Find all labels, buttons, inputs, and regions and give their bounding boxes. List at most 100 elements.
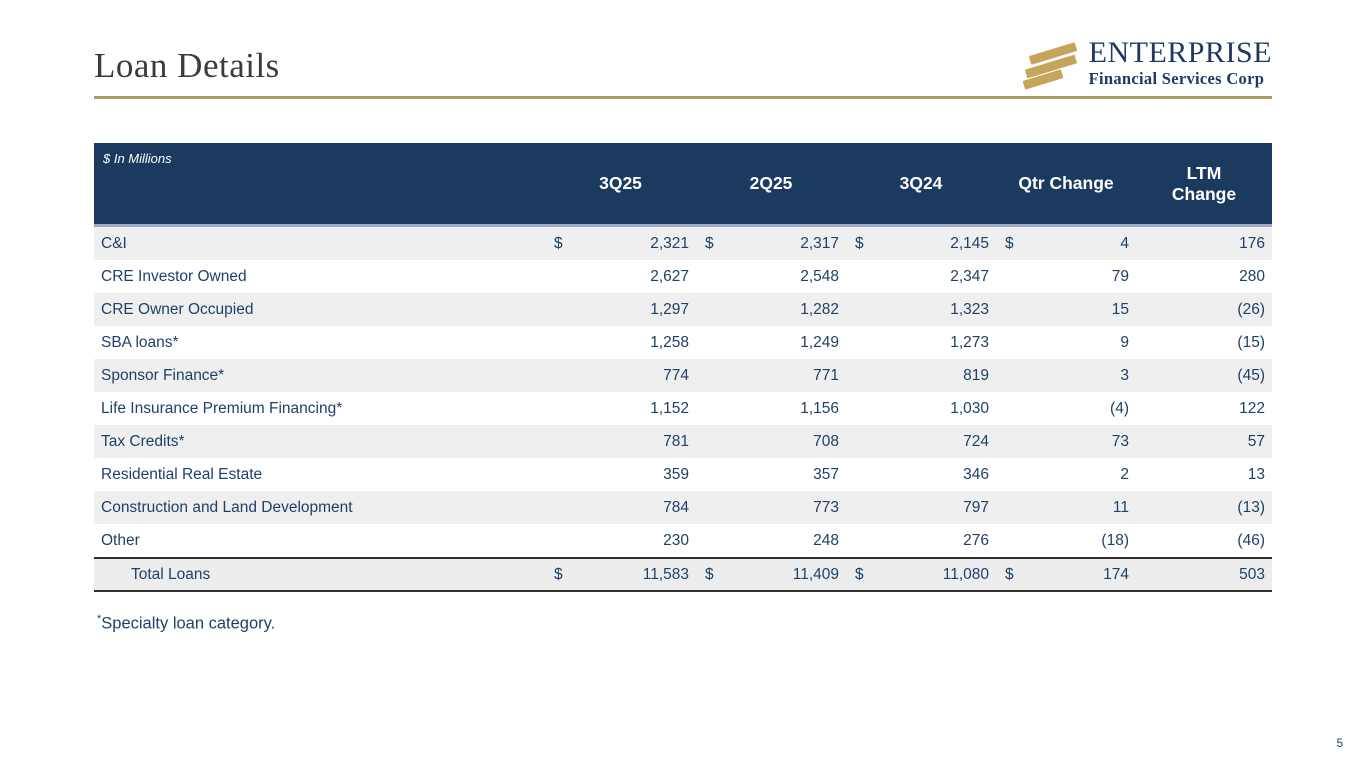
- cell-ltm-change: (45): [1237, 366, 1265, 384]
- cell-qtr-change: 15: [1111, 300, 1129, 318]
- cell-qtr-change: (4): [1110, 399, 1129, 417]
- cell-2q25: 1,282: [800, 300, 839, 318]
- table-header: $ In Millions 3Q25 2Q25 3Q24 Qtr Change …: [94, 143, 1272, 227]
- cell-3q24: 2,347: [950, 267, 989, 285]
- currency-symbol: $: [1005, 565, 1014, 583]
- cell-3q25: 784: [663, 498, 689, 516]
- cell-3q24: 724: [963, 432, 989, 450]
- logo-text: ENTERPRISE Financial Services Corp: [1089, 38, 1272, 88]
- total-3q24: $11,080: [855, 565, 989, 583]
- units-note: $ In Millions: [103, 151, 172, 166]
- cell-ltm-change: (46): [1237, 531, 1265, 549]
- cell-ltm-change: (26): [1237, 300, 1265, 318]
- footnote-text: Specialty loan category.: [101, 614, 276, 633]
- column-header-ltm-change: LTM Change: [1171, 163, 1237, 204]
- total-qtr-change: $174: [1005, 565, 1129, 583]
- row-label: Construction and Land Development: [101, 498, 353, 516]
- cell-3q24: 1,030: [950, 399, 989, 417]
- cell-2q25: 357: [813, 465, 839, 483]
- row-label: Life Insurance Premium Financing*: [101, 399, 343, 417]
- cell-ltm-change: 13: [1247, 465, 1265, 483]
- cell-ltm-change: 57: [1247, 432, 1265, 450]
- row-label: CRE Investor Owned: [101, 267, 247, 285]
- row-label: Sponsor Finance*: [101, 366, 225, 384]
- cell-2q25: 708: [813, 432, 839, 450]
- enterprise-logo-icon: [1022, 40, 1079, 92]
- title-divider-rule: [94, 96, 1272, 99]
- row-label: CRE Owner Occupied: [101, 300, 254, 318]
- cell-2q25: 1,156: [800, 399, 839, 417]
- cell-3q25: 774: [663, 366, 689, 384]
- table-row: Other 230 248 276 (18) (46): [94, 524, 1272, 557]
- row-label: Tax Credits*: [101, 432, 185, 450]
- table-row: C&I $2,321 $2,317 $2,145 $4 176: [94, 227, 1272, 260]
- currency-symbol: $: [855, 565, 864, 583]
- currency-symbol: $: [1005, 234, 1014, 252]
- cell-3q24: 819: [963, 366, 989, 384]
- column-header-qtr-change: Qtr Change: [1018, 173, 1114, 194]
- row-label: SBA loans*: [101, 333, 179, 351]
- cell-qtr-change: 73: [1111, 432, 1129, 450]
- table-row: Tax Credits* 781 708 724 73 57: [94, 425, 1272, 458]
- currency-symbol: $: [705, 565, 714, 583]
- logo-company-subtitle: Financial Services Corp: [1088, 69, 1265, 88]
- cell-qtr-change: 79: [1111, 267, 1129, 285]
- cell-2q25: 773: [813, 498, 839, 516]
- row-label: C&I: [101, 234, 127, 252]
- currency-symbol: $: [705, 234, 714, 252]
- cell-3q24: $2,145: [855, 234, 989, 252]
- table-row: Residential Real Estate 359 357 346 2 13: [94, 458, 1272, 491]
- cell-3q25: 1,297: [650, 300, 689, 318]
- cell-2q25: 1,249: [800, 333, 839, 351]
- total-2q25: $11,409: [705, 565, 839, 583]
- cell-qtr-change: 11: [1112, 498, 1129, 516]
- title-row: Loan Details ENTERPRISE Financial Servic…: [94, 38, 1272, 92]
- cell-qtr-change: 2: [1120, 465, 1129, 483]
- cell-qtr-change: 9: [1120, 333, 1129, 351]
- currency-symbol: $: [855, 234, 864, 252]
- cell-2q25: 2,548: [800, 267, 839, 285]
- cell-ltm-change: 122: [1239, 399, 1265, 417]
- cell-ltm-change: (13): [1237, 498, 1265, 516]
- header-row: 3Q25 2Q25 3Q24 Qtr Change LTM Change: [94, 143, 1272, 224]
- enterprise-logo: ENTERPRISE Financial Services Corp: [1022, 38, 1272, 92]
- cell-3q25: 781: [663, 432, 689, 450]
- logo-company-name: ENTERPRISE: [1088, 36, 1272, 69]
- total-label: Total Loans: [131, 565, 211, 583]
- cell-3q24: 1,323: [950, 300, 989, 318]
- total-3q25: $11,583: [554, 565, 689, 583]
- cell-3q25: $2,321: [554, 234, 689, 252]
- loan-details-table: $ In Millions 3Q25 2Q25 3Q24 Qtr Change …: [94, 143, 1272, 592]
- cell-2q25: 771: [813, 366, 839, 384]
- cell-3q24: 1,273: [950, 333, 989, 351]
- cell-2q25: $2,317: [705, 234, 839, 252]
- table-row: CRE Investor Owned 2,627 2,548 2,347 79 …: [94, 260, 1272, 293]
- table-row: Sponsor Finance* 774 771 819 3 (45): [94, 359, 1272, 392]
- cell-qtr-change: (18): [1101, 531, 1129, 549]
- cell-ltm-change: 280: [1239, 267, 1265, 285]
- cell-3q25: 1,258: [650, 333, 689, 351]
- footnote: *Specialty loan category.: [97, 613, 275, 634]
- cell-ltm-change: 176: [1239, 234, 1265, 252]
- footnote-marker: *: [97, 613, 102, 625]
- table-row: Life Insurance Premium Financing* 1,152 …: [94, 392, 1272, 425]
- cell-3q25: 230: [663, 531, 689, 549]
- cell-3q24: 276: [963, 531, 989, 549]
- cell-qtr-change: $4: [1005, 234, 1129, 252]
- cell-3q24: 346: [963, 465, 989, 483]
- table-total-row: Total Loans $11,583 $11,409 $11,080 $174…: [94, 557, 1272, 592]
- table-row: SBA loans* 1,258 1,249 1,273 9 (15): [94, 326, 1272, 359]
- cell-2q25: 248: [813, 531, 839, 549]
- column-header-2q25: 2Q25: [749, 173, 793, 194]
- table-row: CRE Owner Occupied 1,297 1,282 1,323 15 …: [94, 293, 1272, 326]
- table-row: Construction and Land Development 784 77…: [94, 491, 1272, 524]
- cell-3q25: 2,627: [650, 267, 689, 285]
- column-header-3q24: 3Q24: [899, 173, 943, 194]
- currency-symbol: $: [554, 234, 563, 252]
- cell-3q24: 797: [963, 498, 989, 516]
- row-label: Residential Real Estate: [101, 465, 263, 483]
- page-title: Loan Details: [94, 46, 280, 85]
- cell-3q25: 1,152: [650, 399, 689, 417]
- page-number: 5: [1336, 738, 1343, 750]
